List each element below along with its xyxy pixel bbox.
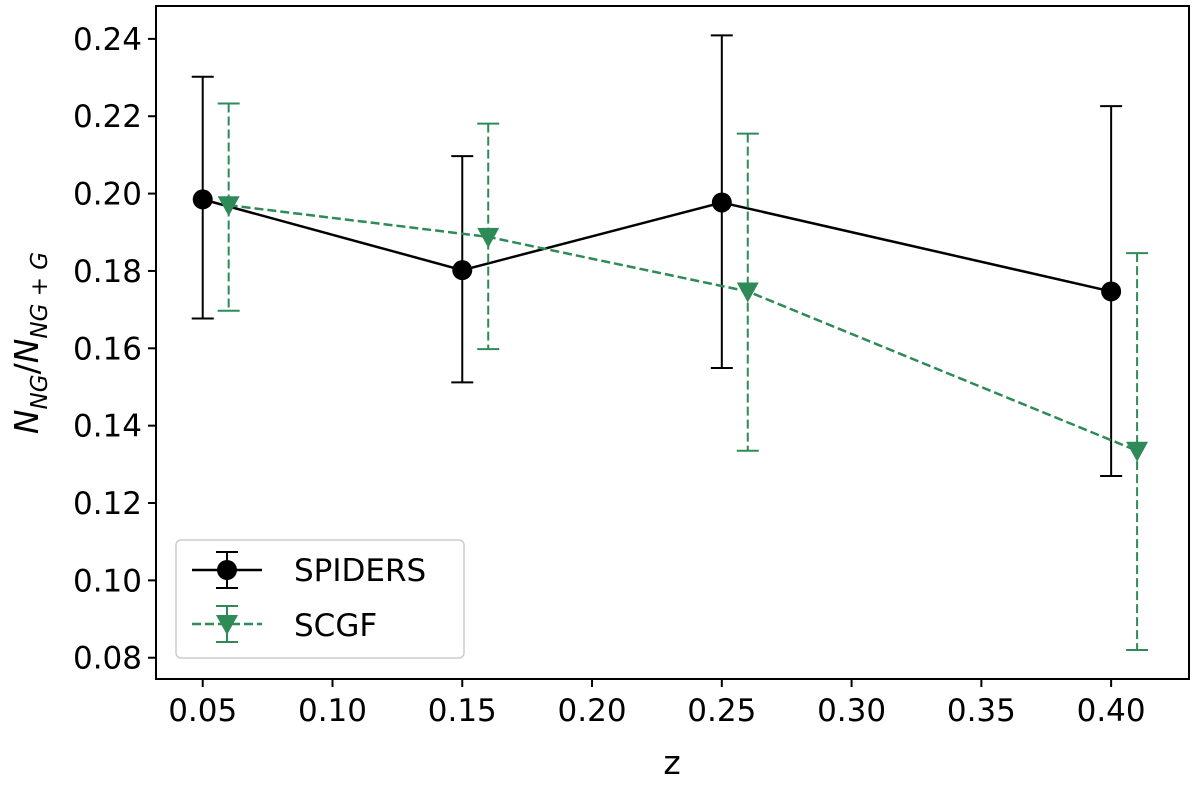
x-axis: 0.05 0.10 0.15 0.20 0.25 0.30 0.35 0.40 <box>168 679 1146 729</box>
data-point-spiders <box>452 260 473 281</box>
legend: SPIDERS SCGF <box>175 539 465 659</box>
data-layer <box>191 34 1149 651</box>
legend-scgf-key <box>192 605 262 643</box>
y-tick-label: 0.20 <box>73 177 142 213</box>
y-tick-label: 0.14 <box>73 409 142 445</box>
series-spiders <box>191 34 1123 477</box>
x-tick-label: 0.40 <box>1077 693 1146 729</box>
y-tick-label: 0.24 <box>73 22 142 58</box>
data-point-spiders <box>1101 281 1122 302</box>
x-tick-label: 0.35 <box>947 693 1016 729</box>
y-tick-label: 0.10 <box>73 563 142 599</box>
data-point-scgf <box>736 282 759 303</box>
legend-label-spiders: SPIDERS <box>294 553 426 589</box>
x-tick-label: 0.20 <box>558 693 627 729</box>
plot-frame <box>155 5 1190 680</box>
data-point-spiders <box>711 192 732 213</box>
x-axis-label: z <box>663 743 680 782</box>
series-line-scgf <box>228 203 1138 452</box>
series-scgf <box>217 102 1149 651</box>
x-tick-label: 0.25 <box>687 693 756 729</box>
data-point-scgf <box>477 227 500 248</box>
y-label-slash: / <box>7 362 46 374</box>
legend-spiders-marker <box>217 560 237 580</box>
legend-spiders-key <box>192 551 262 589</box>
y-tick-label: 0.22 <box>73 99 142 135</box>
legend-label-scgf: SCGF <box>294 608 377 644</box>
y-tick-label: 0.16 <box>73 331 142 367</box>
data-point-scgf <box>217 196 240 217</box>
x-tick-label: 0.30 <box>817 693 886 729</box>
y-tick-label: 0.12 <box>73 486 142 522</box>
x-tick-label: 0.10 <box>298 693 367 729</box>
error-bar-scgf <box>217 102 240 312</box>
y-label-base-1: N <box>7 409 46 434</box>
y-label-sub-1: NG <box>27 374 53 409</box>
y-tick-label: 0.18 <box>73 254 142 290</box>
data-point-spiders <box>192 189 213 210</box>
series-line-spiders <box>202 198 1112 293</box>
y-axis-label: NNG/NNG + G <box>7 252 53 434</box>
y-tick-label: 0.08 <box>73 641 142 677</box>
y-label-base-2: N <box>7 339 46 364</box>
legend-scgf-marker <box>216 615 238 635</box>
y-label-sub-2: NG + G <box>27 252 53 339</box>
data-point-scgf <box>1126 441 1149 462</box>
x-tick-label: 0.15 <box>428 693 497 729</box>
x-tick-label: 0.05 <box>168 693 237 729</box>
y-axis: 0.08 0.10 0.12 0.14 0.16 0.18 0.20 0.22 0.24 <box>73 22 156 677</box>
